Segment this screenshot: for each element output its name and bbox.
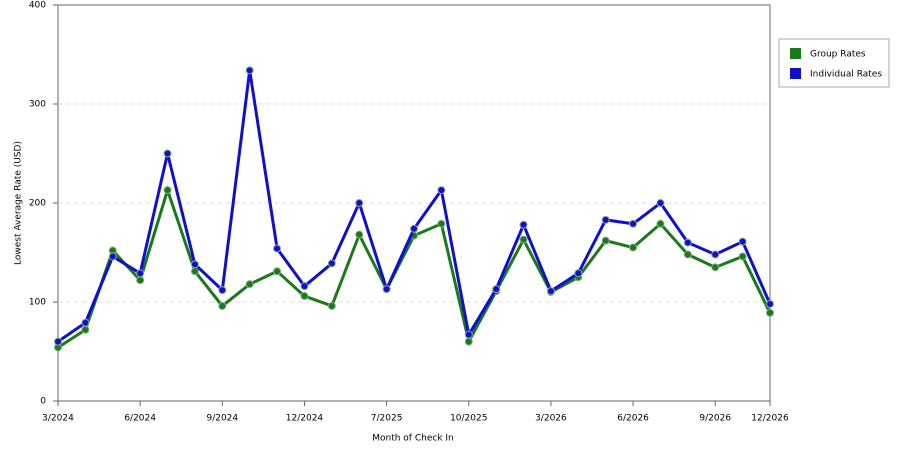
x-tick-label: 6/2024: [124, 414, 156, 424]
data-point: [136, 276, 145, 285]
data-point: [245, 66, 254, 75]
data-point: [574, 269, 583, 278]
data-point: [738, 237, 747, 246]
data-point: [300, 292, 309, 301]
data-point: [410, 224, 418, 233]
data-point: [163, 149, 172, 158]
y-tick-label: 0: [40, 397, 46, 407]
data-point: [683, 250, 692, 259]
legend-label: Group Rates: [810, 50, 866, 60]
data-point: [601, 215, 610, 224]
y-tick-label: 300: [29, 100, 46, 110]
x-tick-label: 9/2024: [206, 414, 238, 424]
data-point: [382, 285, 391, 294]
y-tick-label: 400: [29, 1, 46, 11]
x-tick-label: 3/2024: [42, 414, 74, 424]
legend-box: [778, 38, 890, 88]
legend-swatch: [790, 68, 801, 79]
data-point: [355, 230, 364, 239]
y-tick-label: 200: [29, 199, 46, 209]
data-point: [108, 252, 117, 261]
data-point: [81, 318, 90, 327]
y-axis-label: Lowest Average Rate (USD): [14, 141, 24, 265]
data-point: [190, 267, 199, 276]
y-tick-label: 100: [29, 298, 46, 308]
data-point: [519, 235, 528, 244]
x-tick-label: 9/2026: [699, 414, 731, 424]
data-point: [738, 252, 747, 261]
data-point: [656, 199, 665, 207]
data-point: [464, 337, 473, 346]
data-point: [327, 301, 336, 310]
data-point: [601, 236, 610, 245]
data-point: [190, 260, 199, 269]
data-point: [54, 337, 62, 346]
data-point: [629, 219, 638, 228]
x-tick-label: 10/2025: [450, 414, 487, 424]
x-tick-label: 6/2026: [617, 414, 649, 424]
data-point: [273, 244, 282, 253]
data-point: [437, 219, 446, 228]
data-point: [136, 269, 145, 278]
legend-swatch: [790, 48, 801, 59]
data-point: [711, 263, 720, 272]
data-point: [464, 330, 473, 339]
data-point: [327, 259, 336, 268]
legend-label: Individual Rates: [810, 70, 882, 80]
data-point: [218, 286, 227, 295]
x-tick-label: 7/2025: [371, 414, 403, 424]
x-tick-label: 12/2024: [286, 414, 324, 424]
x-tick-label: 3/2026: [535, 414, 567, 424]
series-line: [57, 185, 772, 349]
data-point: [656, 219, 665, 228]
x-tick-label: 12/2026: [751, 414, 789, 424]
data-point: [629, 243, 638, 252]
data-point: [355, 199, 364, 207]
data-point: [163, 186, 172, 195]
data-point: [300, 282, 309, 291]
data-point: [711, 250, 720, 259]
series-line: [57, 70, 772, 343]
data-point: [766, 299, 774, 308]
data-point: [519, 220, 528, 229]
data-point: [766, 308, 774, 317]
data-point: [81, 325, 90, 334]
data-point: [437, 186, 446, 195]
x-axis-label: Month of Check In: [372, 434, 454, 444]
data-point: [492, 285, 501, 294]
data-point: [218, 301, 227, 310]
data-point: [683, 238, 692, 247]
data-point: [245, 280, 254, 289]
data-point: [546, 287, 555, 296]
data-point: [273, 267, 282, 276]
